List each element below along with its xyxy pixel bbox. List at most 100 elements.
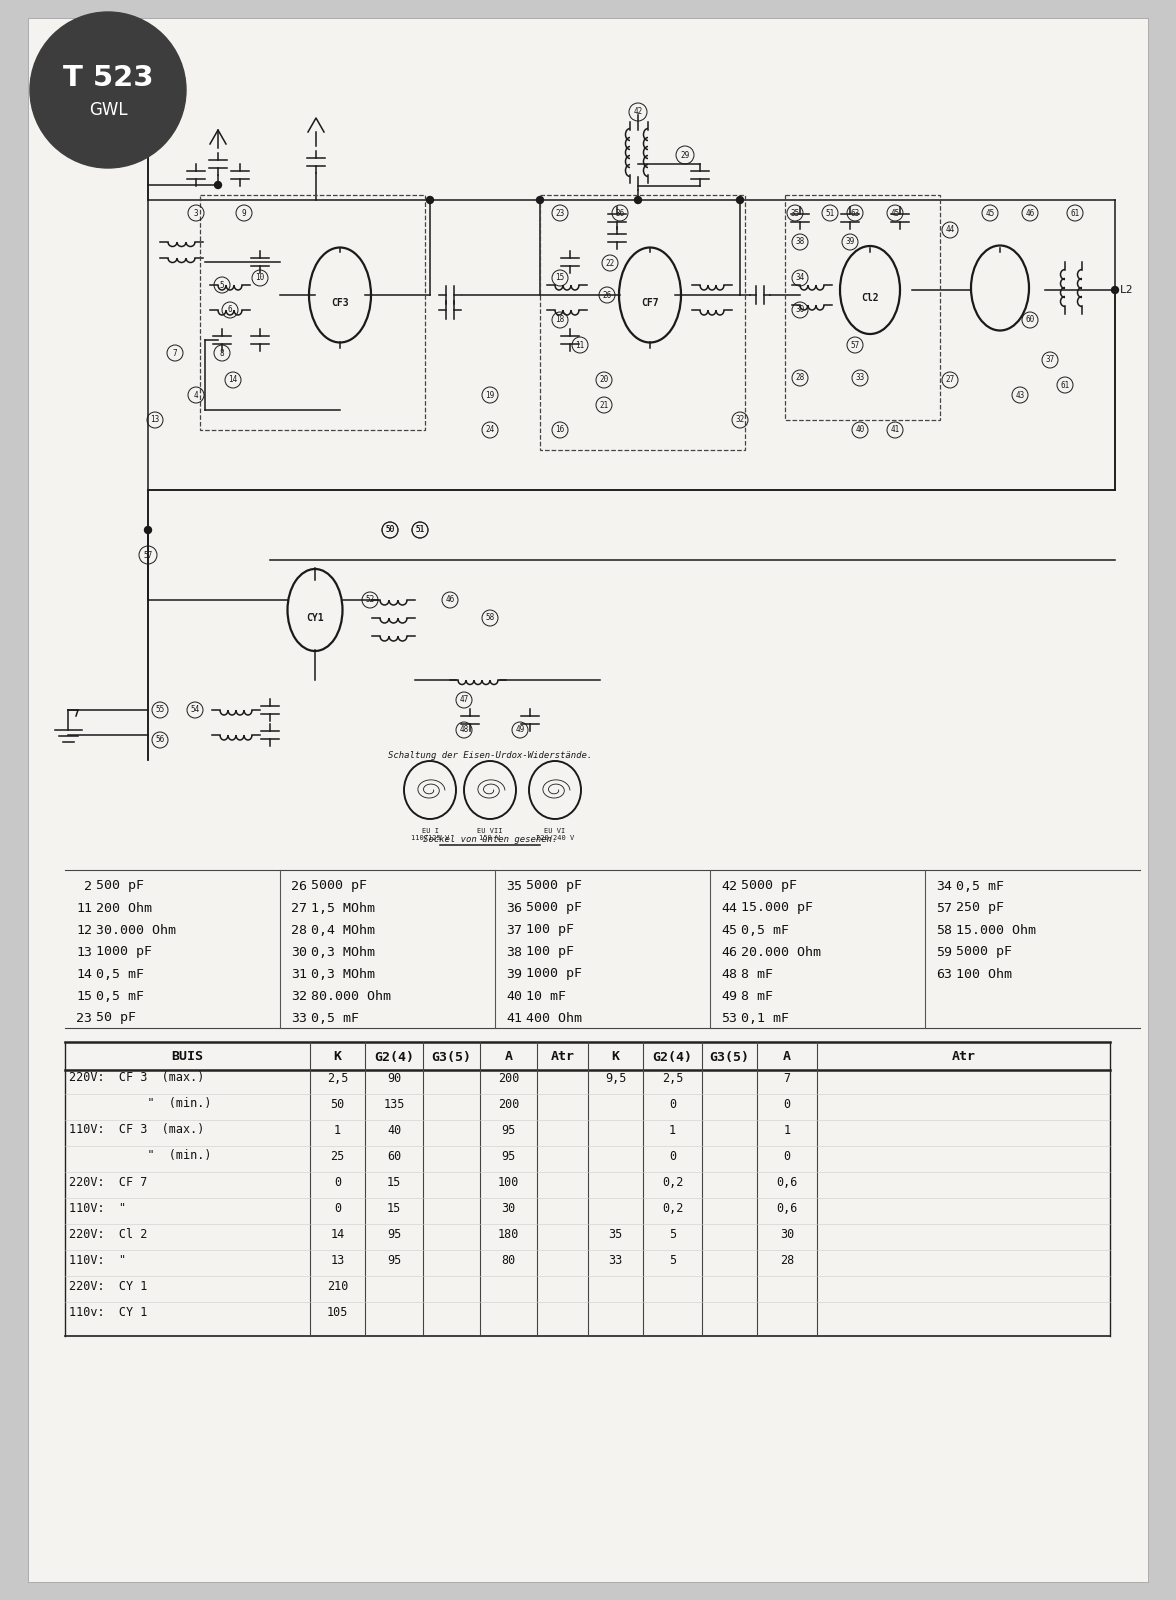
Text: 29: 29 bbox=[681, 150, 689, 160]
Text: 14: 14 bbox=[330, 1227, 345, 1240]
Text: 35: 35 bbox=[608, 1227, 622, 1240]
Text: 180: 180 bbox=[497, 1227, 519, 1240]
Text: 9: 9 bbox=[242, 208, 246, 218]
Text: 21: 21 bbox=[600, 400, 609, 410]
Circle shape bbox=[736, 197, 743, 203]
Text: 35: 35 bbox=[506, 880, 522, 893]
Text: 38: 38 bbox=[795, 237, 804, 246]
Text: 9,5: 9,5 bbox=[604, 1072, 626, 1085]
Circle shape bbox=[145, 526, 152, 533]
Text: 15.000 pF: 15.000 pF bbox=[741, 901, 813, 915]
Text: 10 mF: 10 mF bbox=[526, 989, 566, 1003]
Text: G3(5): G3(5) bbox=[709, 1051, 749, 1064]
Text: 110V:  ": 110V: " bbox=[69, 1202, 126, 1214]
Text: 5000 pF: 5000 pF bbox=[741, 880, 797, 893]
Text: 250 pF: 250 pF bbox=[956, 901, 1004, 915]
Text: 25: 25 bbox=[330, 1149, 345, 1163]
Text: 95: 95 bbox=[501, 1123, 515, 1136]
Text: 1: 1 bbox=[783, 1123, 790, 1136]
Text: 0,6: 0,6 bbox=[776, 1176, 797, 1189]
Text: 0,2: 0,2 bbox=[662, 1176, 683, 1189]
Text: 220V:  Cl 2: 220V: Cl 2 bbox=[69, 1227, 147, 1240]
Text: 400 Ohm: 400 Ohm bbox=[526, 1011, 582, 1024]
Text: 0,3 MOhm: 0,3 MOhm bbox=[310, 946, 375, 958]
Text: 80: 80 bbox=[501, 1253, 515, 1267]
Text: 58: 58 bbox=[486, 613, 495, 622]
Text: 46: 46 bbox=[721, 946, 737, 958]
FancyBboxPatch shape bbox=[28, 18, 1148, 1582]
Text: 59: 59 bbox=[936, 946, 953, 958]
Text: EU I
110/125 V: EU I 110/125 V bbox=[410, 829, 449, 842]
Text: 63: 63 bbox=[850, 208, 860, 218]
Text: 37: 37 bbox=[1045, 355, 1055, 365]
Text: 54: 54 bbox=[191, 706, 200, 715]
Text: 15: 15 bbox=[76, 989, 92, 1003]
Text: 500 pF: 500 pF bbox=[96, 880, 143, 893]
Text: 18: 18 bbox=[555, 315, 564, 325]
Text: 0: 0 bbox=[669, 1149, 676, 1163]
Text: 15: 15 bbox=[387, 1202, 401, 1214]
Text: 11: 11 bbox=[76, 901, 92, 915]
Text: 24: 24 bbox=[486, 426, 495, 435]
Text: 3: 3 bbox=[194, 208, 199, 218]
Text: 49: 49 bbox=[721, 989, 737, 1003]
Text: Schaltung der Eisen-Urdox-Widerstände.: Schaltung der Eisen-Urdox-Widerstände. bbox=[388, 750, 593, 760]
Text: 50 pF: 50 pF bbox=[96, 1011, 136, 1024]
Text: 80.000 Ohm: 80.000 Ohm bbox=[310, 989, 390, 1003]
Text: 0,5 mF: 0,5 mF bbox=[956, 880, 1004, 893]
Text: T 523: T 523 bbox=[62, 64, 153, 91]
Text: GWL: GWL bbox=[88, 101, 127, 118]
Text: 8: 8 bbox=[220, 349, 225, 357]
Text: 13: 13 bbox=[330, 1253, 345, 1267]
Text: 27: 27 bbox=[290, 901, 307, 915]
Text: 1,5 MOhm: 1,5 MOhm bbox=[310, 901, 375, 915]
Text: 5: 5 bbox=[669, 1227, 676, 1240]
Text: 30: 30 bbox=[501, 1202, 515, 1214]
Text: 220V:  CY 1: 220V: CY 1 bbox=[69, 1280, 147, 1293]
Text: EU VII
150 V: EU VII 150 V bbox=[477, 829, 503, 842]
Text: 20.000 Ohm: 20.000 Ohm bbox=[741, 946, 821, 958]
Text: 7: 7 bbox=[783, 1072, 790, 1085]
Text: 200: 200 bbox=[497, 1072, 519, 1085]
Text: 30: 30 bbox=[780, 1227, 794, 1240]
Text: 220V:  CF 3  (max.): 220V: CF 3 (max.) bbox=[69, 1072, 205, 1085]
Text: 5: 5 bbox=[220, 280, 225, 290]
Text: G2(4): G2(4) bbox=[374, 1051, 414, 1064]
Text: 2,5: 2,5 bbox=[327, 1072, 348, 1085]
Text: 60: 60 bbox=[387, 1149, 401, 1163]
Text: 38: 38 bbox=[506, 946, 522, 958]
Text: 26: 26 bbox=[290, 880, 307, 893]
Text: 50: 50 bbox=[386, 525, 395, 534]
Text: 28: 28 bbox=[795, 373, 804, 382]
Text: 34: 34 bbox=[936, 880, 953, 893]
Text: 36: 36 bbox=[615, 208, 624, 218]
Text: 5: 5 bbox=[669, 1253, 676, 1267]
Text: Sockel von unten gesehen.: Sockel von unten gesehen. bbox=[423, 835, 557, 845]
Text: 1: 1 bbox=[334, 1123, 341, 1136]
Text: 50: 50 bbox=[330, 1098, 345, 1110]
Circle shape bbox=[1111, 286, 1118, 293]
Text: CF7: CF7 bbox=[641, 298, 659, 307]
Text: 0,6: 0,6 bbox=[776, 1202, 797, 1214]
Text: 0: 0 bbox=[783, 1149, 790, 1163]
Text: 43: 43 bbox=[1015, 390, 1024, 400]
Text: L2: L2 bbox=[1120, 285, 1134, 294]
Text: 45: 45 bbox=[721, 923, 737, 936]
Text: K: K bbox=[334, 1051, 341, 1064]
Text: 37: 37 bbox=[506, 923, 522, 936]
Text: G2(4): G2(4) bbox=[653, 1051, 693, 1064]
Text: Cl2: Cl2 bbox=[861, 293, 878, 302]
Text: 12: 12 bbox=[76, 923, 92, 936]
Text: 49: 49 bbox=[515, 725, 524, 734]
Text: 46: 46 bbox=[1025, 208, 1035, 218]
Text: 200: 200 bbox=[497, 1098, 519, 1110]
Text: 61: 61 bbox=[1061, 381, 1070, 389]
Text: 8 mF: 8 mF bbox=[741, 989, 773, 1003]
Text: 10: 10 bbox=[255, 274, 265, 283]
Text: 26: 26 bbox=[602, 291, 612, 299]
Text: 46: 46 bbox=[446, 595, 455, 605]
Text: A: A bbox=[505, 1051, 513, 1064]
Text: 40: 40 bbox=[855, 426, 864, 435]
Text: 110V:  ": 110V: " bbox=[69, 1253, 126, 1267]
Text: 1000 pF: 1000 pF bbox=[526, 968, 582, 981]
